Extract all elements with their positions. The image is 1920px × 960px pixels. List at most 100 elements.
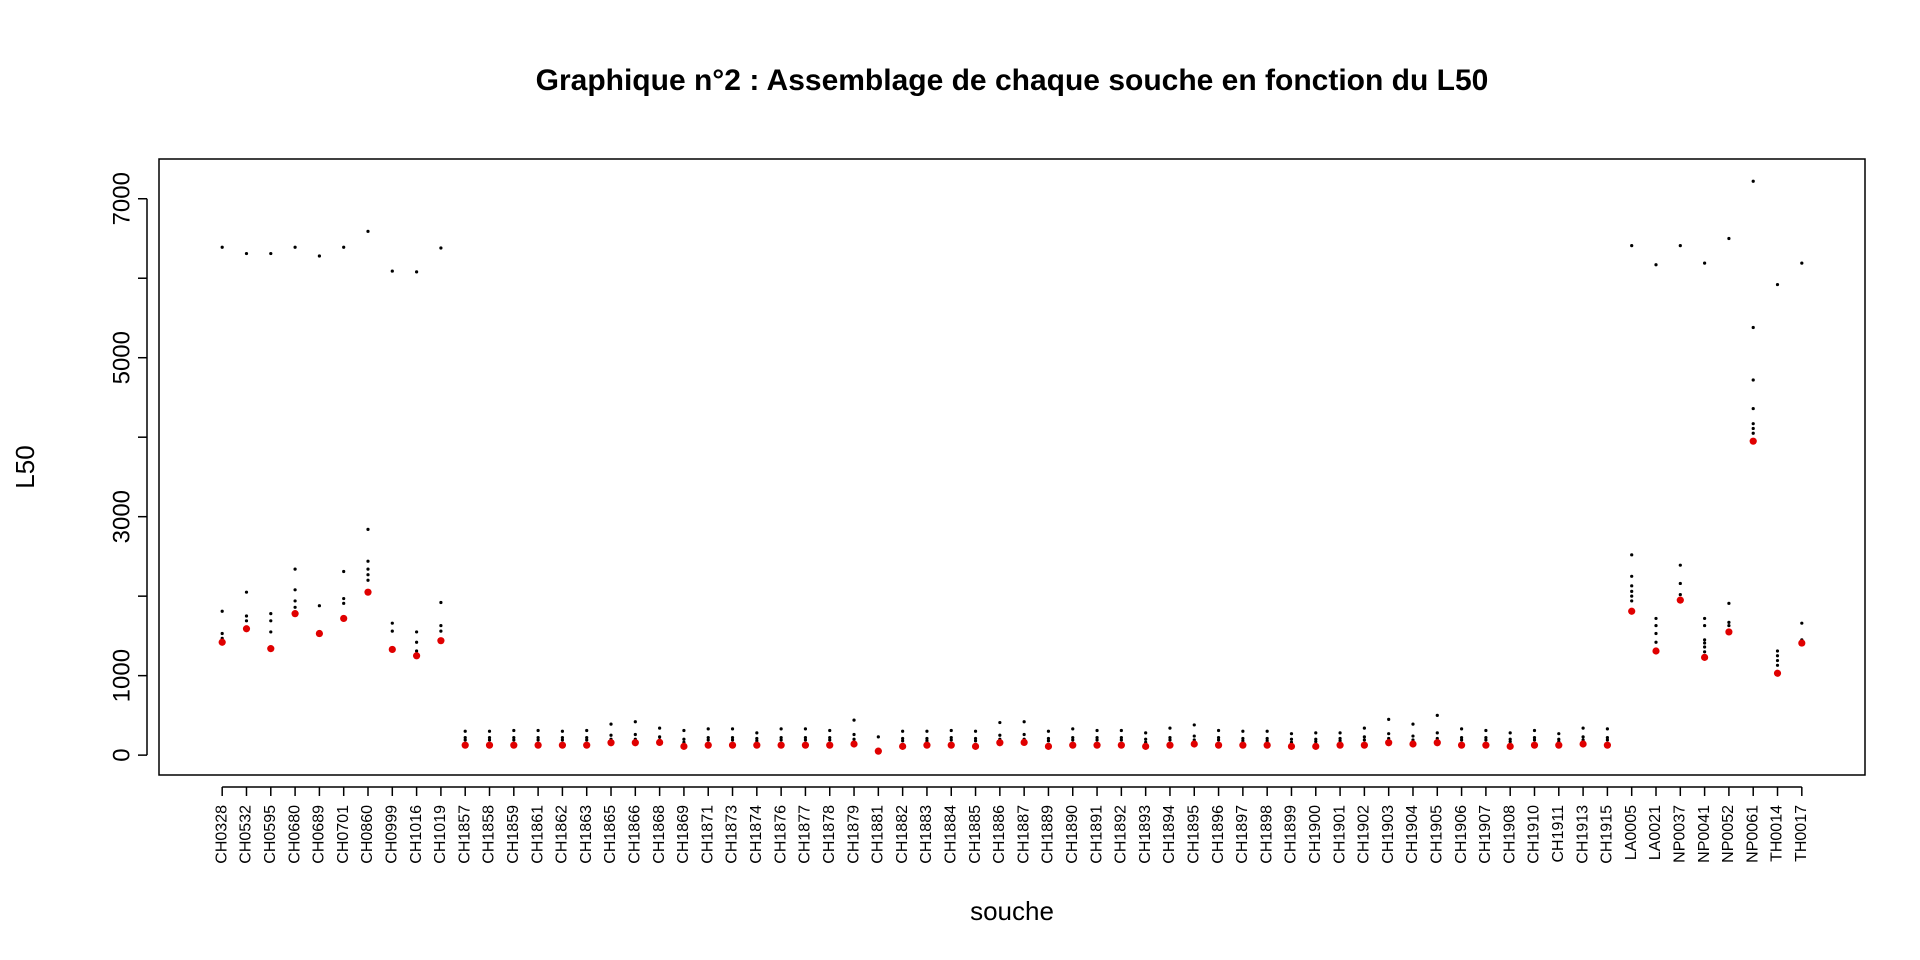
point: [1119, 728, 1123, 733]
x-tick-label: CH1871: [699, 805, 716, 864]
point: [828, 738, 832, 742]
point: [1654, 263, 1658, 267]
point: [317, 254, 321, 258]
x-tick-label: CH1885: [967, 805, 984, 864]
selected-point: [777, 741, 785, 749]
point: [1800, 261, 1804, 265]
point: [1654, 631, 1658, 636]
point: [706, 738, 710, 742]
plot-frame: [158, 158, 1866, 776]
x-tick-label: CH1873: [724, 805, 741, 864]
point: [998, 720, 1002, 725]
point: [1168, 736, 1172, 740]
point: [1751, 325, 1755, 330]
point: [463, 736, 467, 740]
selected-point: [461, 741, 469, 749]
x-tick-label: CH0701: [335, 805, 352, 864]
selected-point: [1263, 741, 1271, 749]
point: [1338, 736, 1342, 741]
point: [682, 737, 686, 741]
x-tick-label: TH0017: [1793, 805, 1810, 862]
y-axis-label: L50: [10, 445, 40, 488]
point: [1800, 621, 1804, 625]
point: [1362, 735, 1366, 739]
point: [585, 738, 589, 742]
point: [1678, 581, 1682, 586]
point: [1532, 736, 1537, 740]
point: [1387, 717, 1391, 721]
point: [244, 619, 249, 623]
x-tick-label: CH1915: [1599, 805, 1616, 864]
x-tick-label: CH1908: [1501, 805, 1518, 864]
point: [366, 573, 370, 577]
selected-point: [1773, 669, 1782, 677]
point: [1046, 739, 1051, 743]
point: [293, 588, 297, 592]
point: [1727, 601, 1731, 605]
point: [1654, 616, 1658, 621]
selected-point: [558, 741, 567, 749]
selected-point: [1676, 596, 1684, 604]
x-tick-label: CH1904: [1404, 805, 1421, 864]
y-tick-label: 7000: [108, 172, 135, 225]
x-tick-label: CH1907: [1477, 805, 1494, 864]
point: [220, 245, 224, 249]
point: [1581, 735, 1585, 739]
x-tick-label: CH1869: [675, 805, 692, 864]
x-tick-label: CH1901: [1331, 805, 1348, 864]
point: [1314, 737, 1318, 741]
x-tick-label: LA0005: [1623, 805, 1640, 860]
selected-point: [656, 738, 664, 747]
point: [366, 559, 370, 563]
point: [658, 726, 662, 730]
point: [1703, 616, 1707, 621]
point: [1703, 645, 1707, 649]
point: [366, 229, 370, 233]
point: [1630, 244, 1634, 248]
point: [925, 736, 929, 741]
point: [706, 727, 710, 731]
point: [1216, 736, 1221, 740]
point: [925, 739, 929, 743]
selected-point: [364, 588, 372, 596]
point: [1605, 727, 1609, 731]
point: [293, 599, 297, 603]
point: [1605, 738, 1609, 742]
point: [1241, 729, 1245, 733]
x-tick-label: TH0014: [1769, 805, 1786, 862]
point: [536, 736, 540, 740]
selected-point: [753, 741, 761, 749]
selected-point: [1749, 437, 1757, 445]
x-tick-label: NP0052: [1720, 805, 1737, 863]
point: [439, 600, 443, 605]
selected-point: [996, 739, 1004, 747]
point: [366, 578, 370, 582]
point: [609, 733, 613, 737]
x-tick-label: CH1866: [627, 805, 644, 864]
point: [1508, 731, 1512, 735]
point: [1216, 728, 1221, 733]
x-tick-label: CH1865: [602, 805, 619, 864]
selected-point: [1555, 741, 1563, 749]
point: [1071, 727, 1075, 731]
y-tick-label: 5000: [108, 331, 135, 384]
x-tick-label: CH1874: [748, 805, 765, 864]
point: [1703, 638, 1707, 642]
point: [949, 736, 953, 740]
selected-point: [899, 742, 907, 750]
selected-point: [1142, 742, 1150, 750]
x-tick-label: CH1861: [529, 805, 546, 864]
point: [415, 630, 419, 634]
point: [487, 736, 492, 740]
selected-point: [1628, 607, 1636, 615]
selected-point: [1433, 739, 1441, 747]
x-tick-label: CH1913: [1574, 805, 1591, 864]
selected-point: [1190, 740, 1198, 748]
point: [512, 728, 516, 733]
x-tick-label: CH1877: [797, 805, 814, 864]
selected-point: [1482, 741, 1490, 749]
point: [1459, 727, 1464, 731]
point: [293, 245, 297, 249]
point: [1581, 726, 1585, 730]
